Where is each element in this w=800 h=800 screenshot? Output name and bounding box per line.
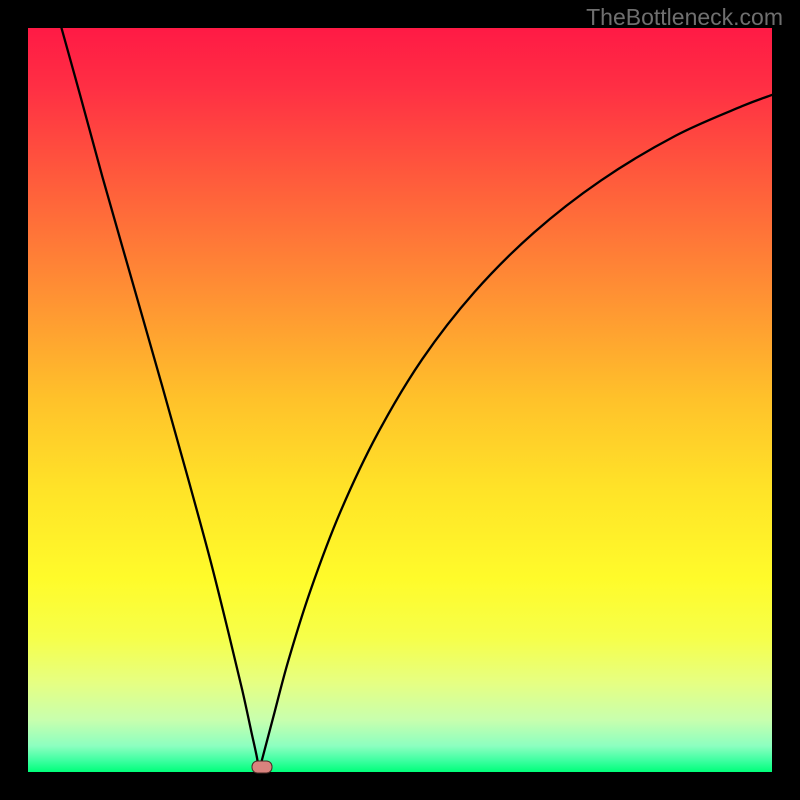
bottleneck-curve <box>28 28 772 772</box>
minimum-marker <box>252 761 273 774</box>
watermark-label: TheBottleneck.com <box>586 4 783 31</box>
chart-container: TheBottleneck.com <box>0 0 800 800</box>
plot-area <box>28 28 772 772</box>
